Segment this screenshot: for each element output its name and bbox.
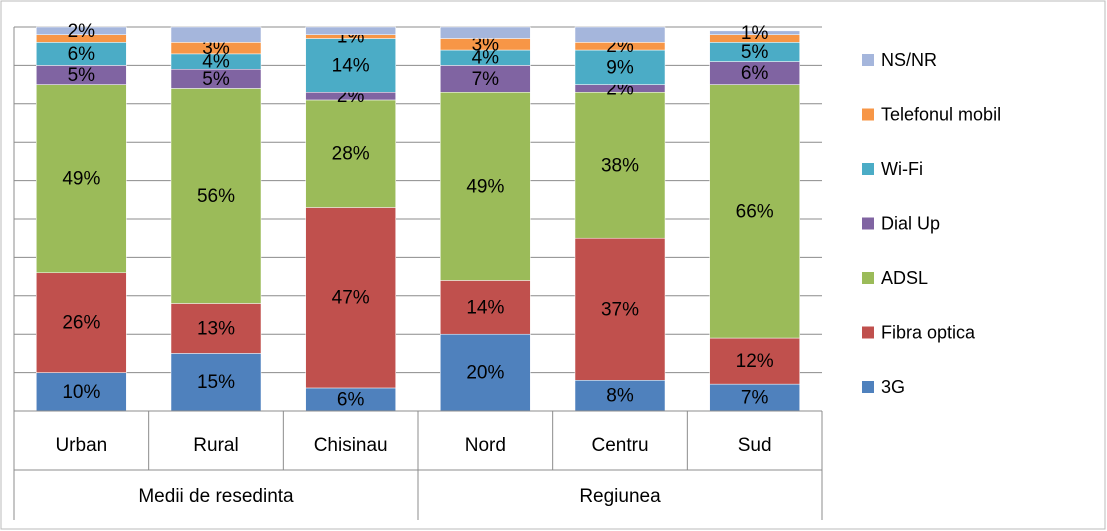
data-label: 28%: [332, 144, 370, 165]
data-label: 12%: [736, 351, 774, 372]
data-label: 13%: [197, 318, 235, 339]
legend-swatch: [862, 163, 874, 175]
x-tick-label: Sud: [738, 435, 772, 456]
bar-segment: [305, 38, 396, 93]
data-label: 6%: [741, 63, 769, 84]
bar-segment: [170, 26, 262, 43]
x-tick-label: Rural: [193, 435, 238, 456]
bar-segment: [709, 337, 800, 385]
bar-segment: [440, 26, 531, 39]
legend-swatch: [862, 381, 874, 393]
bar-segment: [709, 84, 800, 339]
data-label: 2%: [68, 21, 96, 42]
data-label: 47%: [332, 288, 370, 309]
data-label: 9%: [606, 57, 634, 78]
data-label: 38%: [601, 155, 639, 176]
data-label: 14%: [466, 297, 504, 318]
data-label: 10%: [62, 382, 100, 403]
bar-segment: [574, 380, 666, 412]
data-label: 8%: [606, 386, 634, 407]
data-label: 3%: [472, 34, 500, 55]
x-tick-label: Chisinau: [314, 435, 388, 456]
legend-swatch: [862, 108, 874, 121]
data-label: 26%: [62, 313, 100, 334]
bar-segment: [574, 92, 666, 239]
legend-swatch: [862, 217, 874, 230]
bar-segment: [709, 30, 800, 35]
data-label: 5%: [741, 42, 769, 63]
x-tick-label: Urban: [55, 435, 107, 456]
legend-swatch: [862, 326, 874, 339]
data-label: 66%: [736, 201, 774, 222]
bar-segment: [305, 207, 396, 389]
data-label: 20%: [466, 363, 504, 384]
data-label: 5%: [202, 69, 230, 90]
legend-label: ADSL: [881, 268, 928, 288]
data-label: 4%: [202, 52, 230, 73]
bar-segment: [440, 65, 531, 93]
data-label: 6%: [337, 389, 365, 410]
data-label: 6%: [68, 44, 96, 65]
legend-swatch: [862, 54, 874, 66]
bar-segment: [170, 88, 262, 304]
legend-label: Dial Up: [881, 213, 940, 233]
data-label: 1%: [741, 23, 769, 44]
data-label: 7%: [472, 69, 500, 90]
legend-label: Telefonul mobil: [881, 104, 1001, 124]
bar-segment: [305, 99, 396, 208]
bar-segment: [170, 353, 262, 412]
data-label: 56%: [197, 186, 235, 207]
data-label: 4%: [472, 48, 500, 69]
legend-label: 3G: [881, 377, 905, 397]
data-label: 14%: [332, 55, 370, 76]
bar-segment: [440, 92, 531, 281]
bar-segment: [36, 84, 127, 274]
x-tick-label: Centru: [591, 435, 648, 456]
bar-segment: [574, 26, 666, 43]
data-label: 15%: [197, 372, 235, 393]
bar-segment: [574, 237, 666, 381]
legend-swatch: [862, 272, 874, 284]
data-label: 7%: [741, 388, 769, 409]
data-label: 37%: [601, 299, 639, 320]
data-label: 49%: [466, 176, 504, 197]
bar-segment: [36, 26, 127, 35]
data-label: 5%: [68, 65, 96, 86]
legend-label: Wi-Fi: [881, 159, 923, 179]
x-tick-label: Nord: [465, 435, 506, 456]
data-label: 49%: [62, 169, 100, 190]
legend-label: NS/NR: [881, 50, 937, 70]
group-label: Medii de resedinta: [138, 486, 294, 507]
data-label: 3%: [202, 38, 230, 59]
group-label: Regiunea: [579, 486, 661, 507]
bar-segment: [440, 333, 531, 412]
bar-segment: [305, 26, 396, 35]
bar-segment: [440, 280, 531, 335]
legend-label: Fibra optica: [881, 322, 976, 342]
bar-segment: [36, 372, 127, 412]
